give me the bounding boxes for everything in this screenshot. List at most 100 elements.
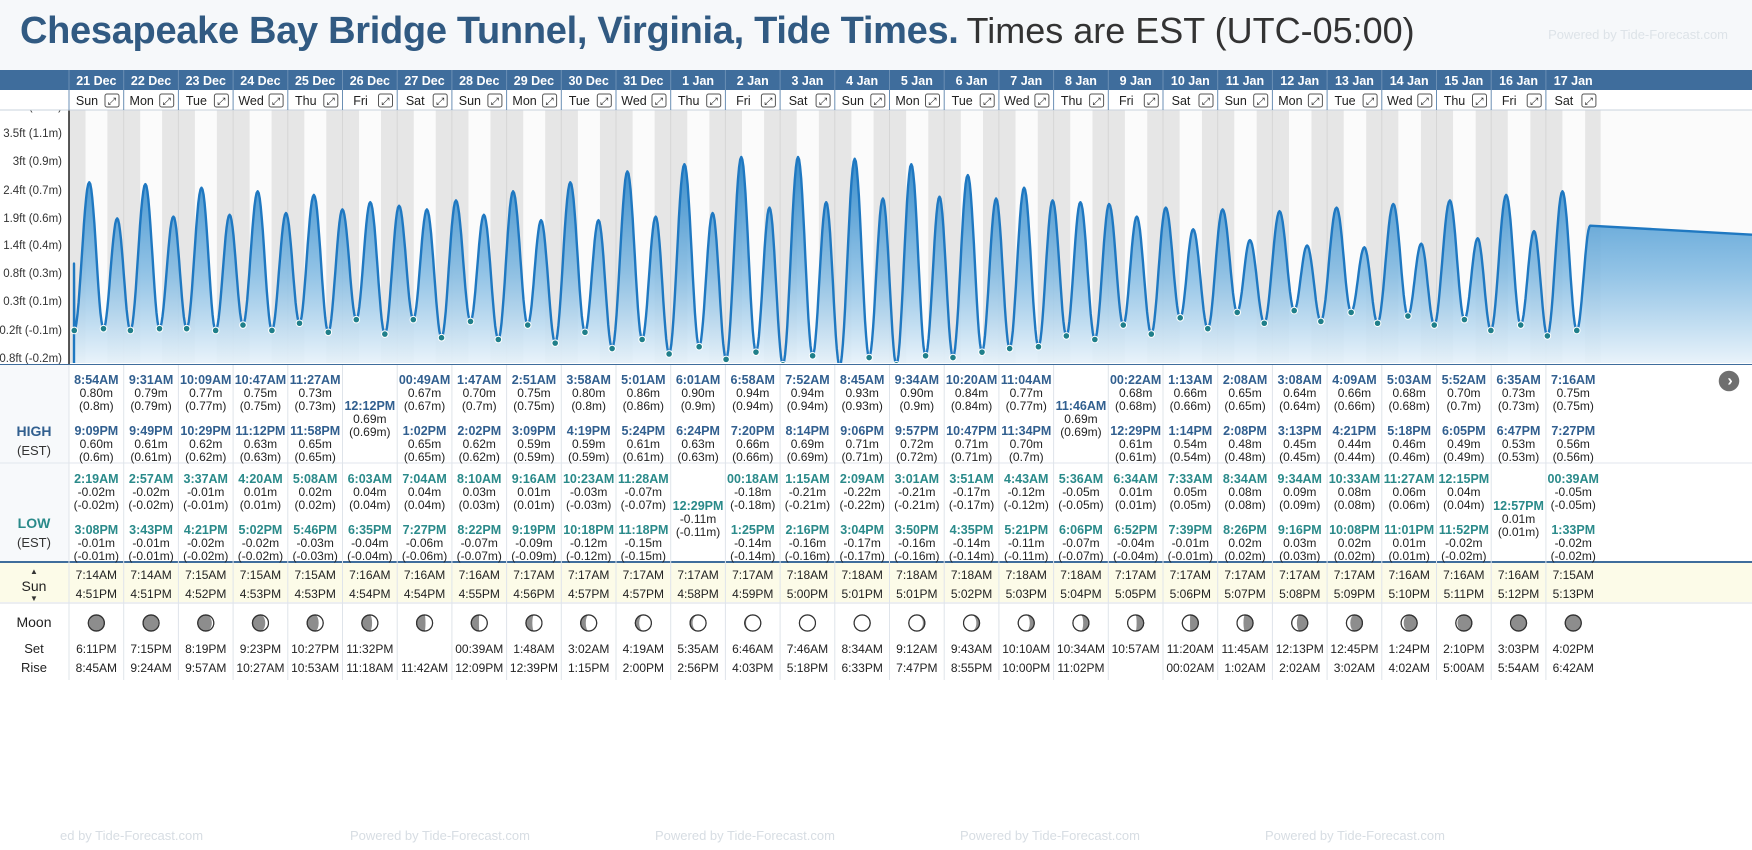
low-tide-point <box>1317 317 1325 326</box>
high-tide-height-alt: (0.75m) <box>240 399 281 413</box>
low-tide-point <box>1034 342 1043 351</box>
page-title: Chesapeake Bay Bridge Tunnel, Virginia, … <box>20 10 959 52</box>
expand-day-button[interactable] <box>159 93 175 108</box>
low-tide-height-alt: (-0.05m) <box>1551 498 1596 512</box>
high-tide-height: 0.66m <box>736 437 769 451</box>
low-tide-point <box>581 328 589 337</box>
expand-day-button[interactable] <box>1089 93 1105 108</box>
low-tide-time: 5:46PM <box>293 523 337 537</box>
low-tide-height-alt: (0.01m) <box>1498 525 1539 539</box>
high-tide-time: 2:51AM <box>512 373 556 387</box>
expand-day-button[interactable] <box>1198 93 1214 108</box>
moonrise-time: 11:42AM <box>401 661 448 675</box>
high-tide-time: 2:08AM <box>1223 373 1267 387</box>
sunrise-time: 7:14AM <box>130 568 171 582</box>
expand-icon: ⤢ <box>1038 97 1046 108</box>
y-tick-label: -0.2ft (-0.1m) <box>0 325 62 337</box>
sun-up-icon: ▲ <box>30 567 38 576</box>
y-tick-label: 0.3ft (0.1m) <box>3 296 62 308</box>
high-tide-time: 12:12PM <box>344 399 395 413</box>
expand-day-button[interactable] <box>760 93 776 108</box>
next-page-button[interactable] <box>1717 369 1741 393</box>
moon-outline <box>470 614 488 632</box>
expand-day-button[interactable] <box>104 93 120 108</box>
high-tide-height: 0.69m <box>1064 412 1097 426</box>
expand-day-button[interactable] <box>815 93 831 108</box>
expand-day-button[interactable] <box>979 93 995 108</box>
low-tide-time: 11:01PM <box>1384 523 1434 537</box>
expand-icon: ⤢ <box>491 97 499 108</box>
y-tick-label: 3ft (0.9m) <box>13 156 62 168</box>
expand-day-button[interactable] <box>1526 93 1542 108</box>
weekday-label: Sun <box>1225 94 1247 108</box>
expand-day-button[interactable] <box>1472 93 1487 108</box>
expand-day-button[interactable] <box>925 93 940 108</box>
low-tide-height: -0.17m <box>843 536 880 550</box>
expand-day-button[interactable] <box>268 93 284 108</box>
sunset-time: 5:02PM <box>951 587 992 601</box>
expand-day-button[interactable] <box>596 93 612 108</box>
expand-day-button[interactable] <box>870 93 886 108</box>
moonset-time: 00:39AM <box>455 642 503 656</box>
moonrise-time: 5:18PM <box>787 661 828 675</box>
expand-day-button[interactable] <box>213 93 229 108</box>
low-tide-height-alt: (-0.12m) <box>566 549 611 563</box>
high-tide-height-alt: (0.94m) <box>787 399 828 413</box>
expand-day-button[interactable] <box>706 93 722 108</box>
moon-outline <box>1072 614 1090 632</box>
expand-day-button[interactable] <box>1362 93 1378 108</box>
low-tide-time: 3:08PM <box>74 523 118 537</box>
date-label: 7 Jan <box>1010 74 1042 88</box>
low-tide-point <box>1203 324 1212 333</box>
moon-outline <box>525 614 543 632</box>
low-tide-height-alt: (-0.18m) <box>730 498 775 512</box>
moonrise-time: 10:27AM <box>236 661 284 675</box>
sunset-time: 4:58PM <box>677 587 718 601</box>
date-label: 25 Dec <box>295 74 335 88</box>
low-tide-time: 9:16PM <box>1278 523 1322 537</box>
sunset-time: 5:04PM <box>1060 587 1101 601</box>
sunset-time: 4:57PM <box>568 587 609 601</box>
moonset-time: 2:10PM <box>1443 642 1484 656</box>
sunset-time: 5:10PM <box>1388 587 1429 601</box>
weekday-label: Wed <box>1387 94 1413 108</box>
weekday-label: Thu <box>678 94 700 108</box>
sunrise-time: 7:18AM <box>841 568 882 582</box>
expand-day-button[interactable] <box>1417 93 1433 108</box>
sunset-time: 5:13PM <box>1553 587 1594 601</box>
low-tide-time: 10:33AM <box>1329 472 1380 486</box>
tide-line <box>72 155 1752 363</box>
high-tide-height: 0.70m <box>463 386 496 400</box>
high-tide-height: 0.71m <box>845 437 878 451</box>
high-tide-height-alt: (0.46m) <box>1388 450 1429 464</box>
expand-day-button[interactable] <box>323 93 339 108</box>
expand-day-button[interactable] <box>1143 93 1159 108</box>
weekday-label: Tue <box>952 94 973 108</box>
date-label: 2 Jan <box>737 74 769 88</box>
expand-day-button[interactable] <box>1253 93 1269 108</box>
expand-day-button[interactable] <box>487 93 503 108</box>
moon-outline <box>744 614 762 632</box>
moon-lit-portion <box>1182 615 1191 631</box>
expand-day-button[interactable] <box>651 93 667 108</box>
low-tide-height: -0.03m <box>570 485 607 499</box>
low-tide-height: -0.14m <box>953 536 990 550</box>
moon-outline <box>1509 614 1528 632</box>
expand-day-button[interactable] <box>1034 93 1050 108</box>
expand-day-button[interactable] <box>1581 93 1597 108</box>
moon-outline <box>142 614 160 632</box>
expand-icon: ⤢ <box>327 97 335 108</box>
low-tide-height: -0.07m <box>461 536 498 550</box>
low-tide-point <box>324 328 333 337</box>
expand-day-button[interactable] <box>378 93 393 108</box>
expand-day-button[interactable] <box>1307 93 1323 108</box>
expand-day-button[interactable] <box>542 93 558 108</box>
date-label: 31 Dec <box>623 74 663 88</box>
low-tide-time: 12:15PM <box>1438 472 1489 486</box>
high-tide-height: 0.61m <box>1119 437 1152 451</box>
expand-day-button[interactable] <box>432 93 448 108</box>
weekday-label: Mon <box>130 94 154 108</box>
sunset-time: 4:51PM <box>130 587 171 601</box>
low-tide-point <box>1572 326 1581 335</box>
low-tide-time: 8:10AM <box>457 472 501 486</box>
